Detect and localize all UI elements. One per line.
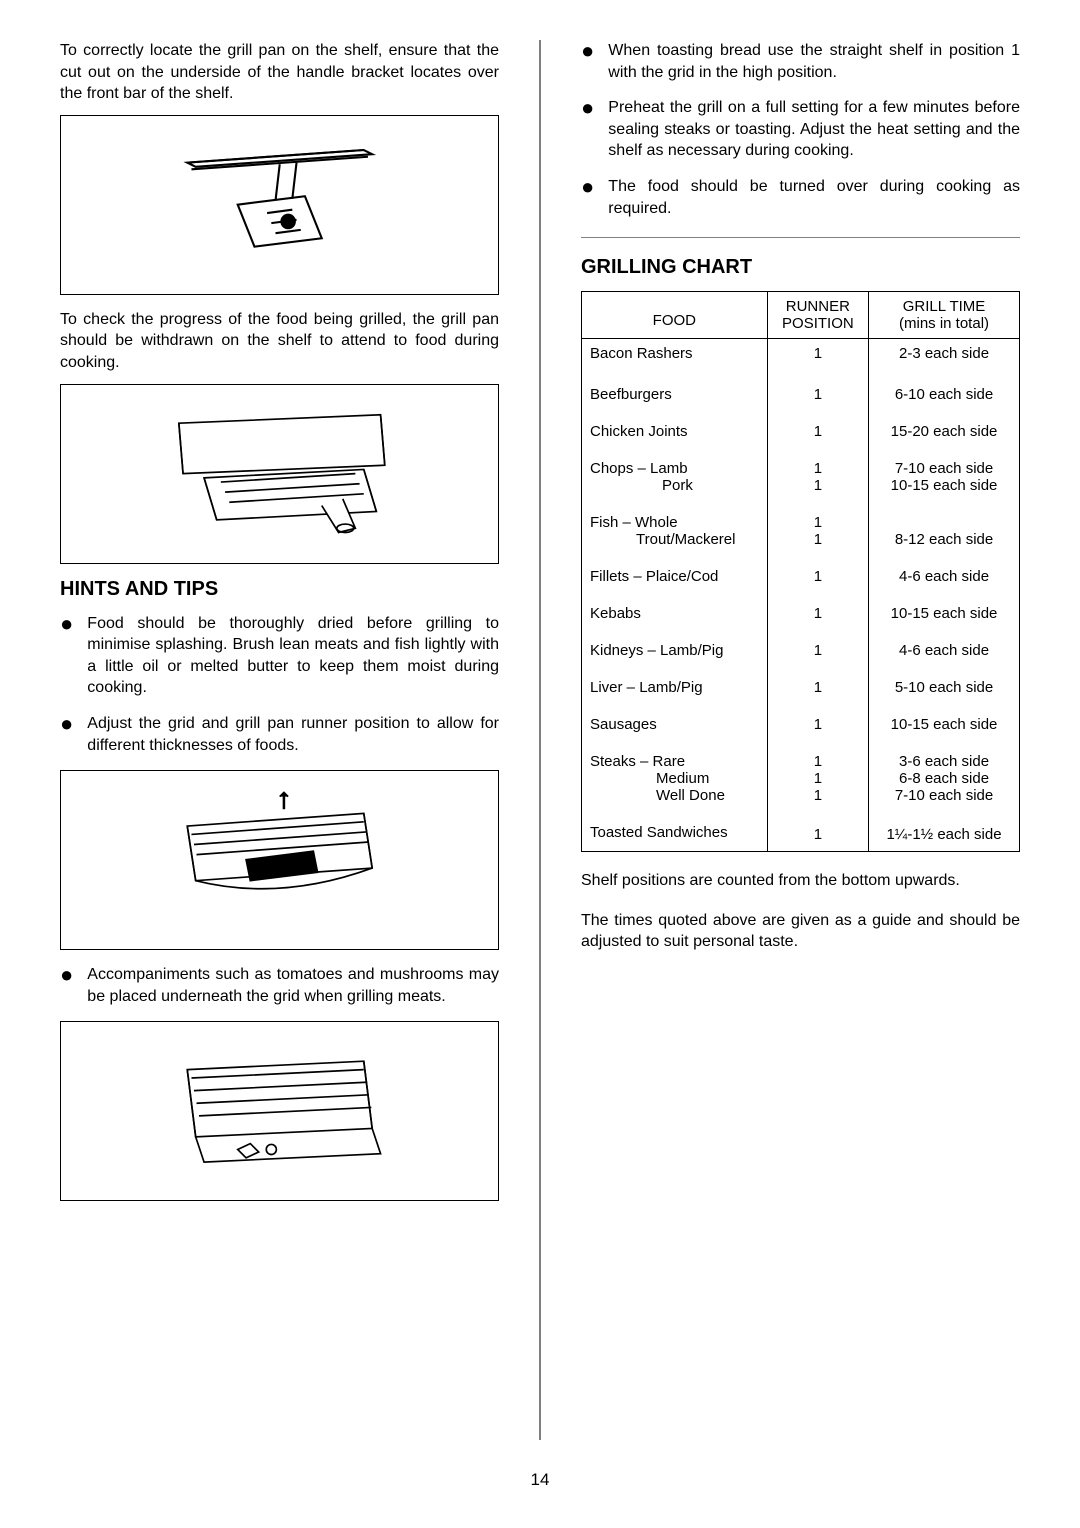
food-cell: Liver – Lamb/Pig: [582, 665, 768, 702]
time-cell: 10-15 each side: [869, 702, 1020, 739]
pos-cell: 11: [767, 500, 868, 554]
table-header-food: FOOD: [582, 292, 768, 339]
shelf-handle-icon: [94, 129, 465, 280]
time-cell: 4-6 each side: [869, 628, 1020, 665]
bullet-item: ● Food should be thoroughly dried before…: [60, 613, 499, 699]
bullet-dot-icon: ●: [581, 40, 594, 83]
table-row: Toasted Sandwiches 1 1¼-1½ each side: [582, 810, 1020, 852]
intro-paragraph-2: To check the progress of the food being …: [60, 309, 499, 374]
food-cell: Chops – LambPork: [582, 446, 768, 500]
illustration-shelf: [60, 115, 499, 295]
food-cell: Steaks – RareMediumWell Done: [582, 739, 768, 810]
time-cell: 15-20 each side: [869, 409, 1020, 446]
bullet-dot-icon: ●: [581, 176, 594, 219]
table-row: Chicken Joints 1 15-20 each side: [582, 409, 1020, 446]
bullet-item: ● The food should be turned over during …: [581, 176, 1020, 219]
food-cell: Toasted Sandwiches: [582, 810, 768, 852]
time-cell: 7-10 each side10-15 each side: [869, 446, 1020, 500]
table-row: Fish – WholeTrout/Mackerel 11 8-12 each …: [582, 500, 1020, 554]
time-cell: 6-10 each side: [869, 368, 1020, 409]
page-number: 14: [60, 1470, 1020, 1490]
food-cell: Fillets – Plaice/Cod: [582, 554, 768, 591]
food-cell: Beefburgers: [582, 368, 768, 409]
table-row: Sausages 1 10-15 each side: [582, 702, 1020, 739]
table-row: Kebabs 1 10-15 each side: [582, 591, 1020, 628]
table-header-position: RUNNERPOSITION: [767, 292, 868, 339]
right-bullets: ● When toasting bread use the straight s…: [581, 40, 1020, 219]
pos-cell: 1: [767, 810, 868, 852]
bullet-dot-icon: ●: [60, 613, 73, 699]
time-cell: 8-12 each side: [869, 500, 1020, 554]
illustration-runner-position: [60, 770, 499, 950]
table-header-time: GRILL TIME(mins in total): [869, 292, 1020, 339]
bullet-item: ● Accompaniments such as tomatoes and mu…: [60, 964, 499, 1007]
grill-pan-withdrawn-icon: [94, 398, 465, 549]
bullet-dot-icon: ●: [581, 97, 594, 162]
time-cell: 3-6 each side6-8 each side7-10 each side: [869, 739, 1020, 810]
illustration-accompaniments: [60, 1021, 499, 1201]
pos-cell: 1: [767, 665, 868, 702]
hints-heading: HINTS AND TIPS: [60, 578, 499, 601]
bullet-dot-icon: ●: [60, 964, 73, 1007]
food-cell: Kebabs: [582, 591, 768, 628]
table-row: Chops – LambPork 11 7-10 each side10-15 …: [582, 446, 1020, 500]
bullet-text: Food should be thoroughly dried before g…: [87, 613, 499, 699]
food-cell: Fish – WholeTrout/Mackerel: [582, 500, 768, 554]
time-cell: 4-6 each side: [869, 554, 1020, 591]
table-row: Beefburgers 1 6-10 each side: [582, 368, 1020, 409]
left-bullets-2: ● Accompaniments such as tomatoes and mu…: [60, 964, 499, 1007]
pos-cell: 1: [767, 628, 868, 665]
right-column: ● When toasting bread use the straight s…: [581, 40, 1020, 1440]
table-row: Fillets – Plaice/Cod 1 4-6 each side: [582, 554, 1020, 591]
time-cell: 2-3 each side: [869, 339, 1020, 369]
pos-cell: 1: [767, 591, 868, 628]
grilling-chart-heading: GRILLING CHART: [581, 256, 1020, 279]
note-times-guide: The times quoted above are given as a gu…: [581, 910, 1020, 953]
table-row: Liver – Lamb/Pig 1 5-10 each side: [582, 665, 1020, 702]
section-divider: [581, 237, 1020, 238]
grill-runner-icon: [94, 784, 465, 935]
time-cell: 10-15 each side: [869, 591, 1020, 628]
food-cell: Chicken Joints: [582, 409, 768, 446]
bullet-text: When toasting bread use the straight she…: [608, 40, 1020, 83]
food-cell: Bacon Rashers: [582, 339, 768, 369]
pos-cell: 1: [767, 702, 868, 739]
pos-cell: 11: [767, 446, 868, 500]
bullet-item: ● When toasting bread use the straight s…: [581, 40, 1020, 83]
bullet-text: The food should be turned over during co…: [608, 176, 1020, 219]
pos-cell: 1: [767, 409, 868, 446]
pos-cell: 1: [767, 554, 868, 591]
grilling-chart-table: FOOD RUNNERPOSITION GRILL TIME(mins in t…: [581, 291, 1020, 852]
table-row: Bacon Rashers 1 2-3 each side: [582, 339, 1020, 369]
bullet-item: ● Preheat the grill on a full setting fo…: [581, 97, 1020, 162]
left-bullets-1: ● Food should be thoroughly dried before…: [60, 613, 499, 757]
bullet-text: Preheat the grill on a full setting for …: [608, 97, 1020, 162]
food-cell: Sausages: [582, 702, 768, 739]
pos-cell: 111: [767, 739, 868, 810]
bullet-text: Adjust the grid and grill pan runner pos…: [87, 713, 499, 756]
note-shelf-positions: Shelf positions are counted from the bot…: [581, 870, 1020, 892]
left-column: To correctly locate the grill pan on the…: [60, 40, 499, 1440]
bullet-text: Accompaniments such as tomatoes and mush…: [87, 964, 499, 1007]
time-cell: 1¼-1½ each side: [869, 810, 1020, 852]
intro-paragraph-1: To correctly locate the grill pan on the…: [60, 40, 499, 105]
grill-accompaniments-icon: [94, 1036, 465, 1187]
bullet-item: ● Adjust the grid and grill pan runner p…: [60, 713, 499, 756]
bullet-dot-icon: ●: [60, 713, 73, 756]
pos-cell: 1: [767, 339, 868, 369]
column-divider: [539, 40, 541, 1440]
illustration-withdrawn-pan: [60, 384, 499, 564]
food-cell: Kidneys – Lamb/Pig: [582, 628, 768, 665]
pos-cell: 1: [767, 368, 868, 409]
time-cell: 5-10 each side: [869, 665, 1020, 702]
table-row: Kidneys – Lamb/Pig 1 4-6 each side: [582, 628, 1020, 665]
table-row: Steaks – RareMediumWell Done 111 3-6 eac…: [582, 739, 1020, 810]
